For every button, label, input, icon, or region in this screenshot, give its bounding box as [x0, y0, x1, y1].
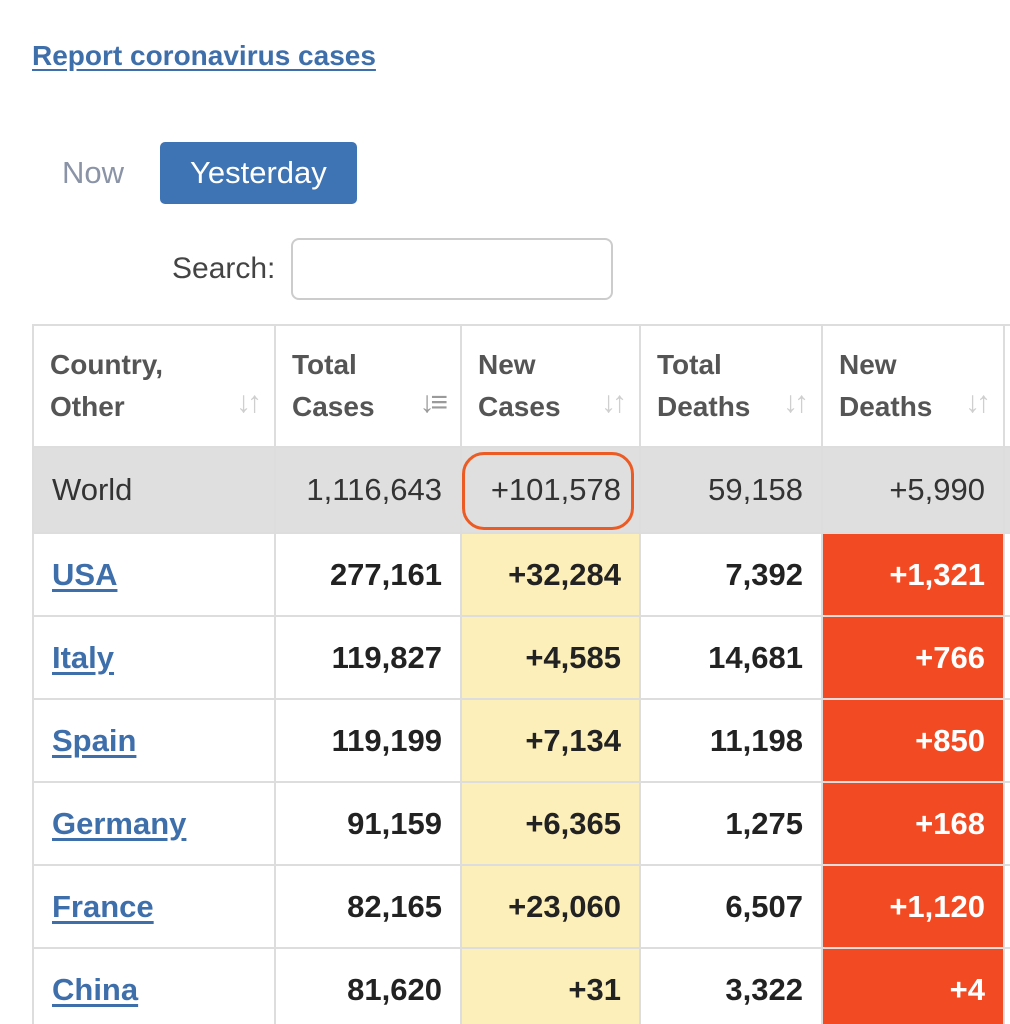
overflow-cell	[1003, 947, 1010, 1024]
total-deaths-cell: 14,681	[639, 615, 823, 700]
search-row: Search:	[172, 238, 614, 300]
world-total-deaths: 59,158	[639, 446, 823, 534]
country-link[interactable]: Spain	[52, 722, 137, 758]
search-input[interactable]	[291, 238, 614, 300]
column-header-line2: Deaths	[839, 391, 933, 422]
world-new-cases-value: +101,578	[490, 472, 621, 507]
new-deaths-cell: +168	[821, 781, 1005, 866]
total-deaths-cell: 11,198	[639, 698, 823, 783]
world-new-deaths: +5,990	[821, 446, 1005, 534]
total-cases-cell: 81,620	[274, 947, 462, 1024]
country-link[interactable]: USA	[52, 556, 118, 592]
column-header-line1: Total	[657, 349, 722, 380]
new-cases-cell: +7,134	[460, 698, 641, 783]
cases-table-container: Country, Other ↓↑ Total Cases ↓≡ New Cas…	[32, 324, 1010, 1024]
new-deaths-cell: +1,321	[821, 532, 1005, 617]
column-header-line2: Other	[50, 391, 125, 422]
column-header-line1: Country,	[50, 349, 164, 380]
sort-desc-icon[interactable]: ↓≡	[419, 386, 447, 419]
column-header-total-deaths[interactable]: Total Deaths ↓↑	[639, 324, 823, 448]
new-cases-cell: +23,060	[460, 864, 641, 949]
column-header-overflow	[1003, 324, 1010, 448]
new-deaths-cell: +1,120	[821, 864, 1005, 949]
overflow-cell	[1003, 446, 1010, 534]
country-cell: Germany	[32, 781, 276, 866]
search-label: Search:	[172, 252, 276, 285]
country-cell: Spain	[32, 698, 276, 783]
column-header-line1: New	[839, 349, 897, 380]
column-header-new-cases[interactable]: New Cases ↓↑	[460, 324, 641, 448]
view-tabs: Now Yesterday	[46, 142, 357, 204]
tab-now[interactable]: Now	[62, 155, 125, 190]
cases-table: Country, Other ↓↑ Total Cases ↓≡ New Cas…	[32, 324, 1010, 1024]
new-cases-cell: +6,365	[460, 781, 641, 866]
country-cell: China	[32, 947, 276, 1024]
country-link[interactable]: France	[52, 888, 154, 924]
country-cell: USA	[32, 532, 276, 617]
overflow-cell	[1003, 615, 1010, 700]
new-cases-cell: +31	[460, 947, 641, 1024]
total-cases-cell: 119,199	[274, 698, 462, 783]
total-deaths-cell: 6,507	[639, 864, 823, 949]
column-header-country[interactable]: Country, Other ↓↑	[32, 324, 276, 448]
report-cases-link[interactable]: Report coronavirus cases	[32, 40, 376, 71]
country-link[interactable]: Germany	[52, 805, 187, 841]
total-cases-cell: 91,159	[274, 781, 462, 866]
country-cell: Italy	[32, 615, 276, 700]
sort-icon[interactable]: ↓↑	[236, 386, 262, 419]
sort-icon[interactable]: ↓↑	[965, 386, 991, 419]
table-row: France 82,165 +23,060 6,507 +1,120	[32, 864, 1010, 949]
overflow-cell	[1003, 698, 1010, 783]
column-header-line1: Total	[292, 349, 357, 380]
table-row: USA 277,161 +32,284 7,392 +1,321	[32, 532, 1010, 617]
new-deaths-cell: +4	[821, 947, 1005, 1024]
new-deaths-cell: +766	[821, 615, 1005, 700]
table-row: Spain 119,199 +7,134 11,198 +850	[32, 698, 1010, 783]
total-cases-cell: 119,827	[274, 615, 462, 700]
tab-yesterday[interactable]: Yesterday	[160, 142, 357, 204]
country-link[interactable]: Italy	[52, 639, 115, 675]
column-header-line2: Cases	[478, 391, 561, 422]
column-header-total-cases[interactable]: Total Cases ↓≡	[274, 324, 462, 448]
column-header-line2: Deaths	[657, 391, 751, 422]
table-row: Italy 119,827 +4,585 14,681 +766	[32, 615, 1010, 700]
total-deaths-cell: 1,275	[639, 781, 823, 866]
total-deaths-cell: 3,322	[639, 947, 823, 1024]
world-total-cases: 1,116,643	[274, 446, 462, 534]
world-total-row: World 1,116,643 +101,578 59,158 +5,990	[32, 446, 1010, 534]
sort-icon[interactable]: ↓↑	[783, 386, 809, 419]
table-row: Germany 91,159 +6,365 1,275 +168	[32, 781, 1010, 866]
column-header-line1: New	[478, 349, 536, 380]
new-cases-cell: +32,284	[460, 532, 641, 617]
table-header-row: Country, Other ↓↑ Total Cases ↓≡ New Cas…	[32, 324, 1010, 448]
country-link[interactable]: China	[52, 971, 139, 1007]
world-label: World	[32, 446, 276, 534]
overflow-cell	[1003, 864, 1010, 949]
table-row: China 81,620 +31 3,322 +4	[32, 947, 1010, 1024]
country-cell: France	[32, 864, 276, 949]
sort-icon[interactable]: ↓↑	[601, 386, 627, 419]
world-new-cases: +101,578	[460, 446, 641, 534]
column-header-new-deaths[interactable]: New Deaths ↓↑	[821, 324, 1005, 448]
total-deaths-cell: 7,392	[639, 532, 823, 617]
overflow-cell	[1003, 532, 1010, 617]
column-header-line2: Cases	[292, 391, 375, 422]
overflow-cell	[1003, 781, 1010, 866]
total-cases-cell: 277,161	[274, 532, 462, 617]
new-cases-cell: +4,585	[460, 615, 641, 700]
total-cases-cell: 82,165	[274, 864, 462, 949]
new-deaths-cell: +850	[821, 698, 1005, 783]
